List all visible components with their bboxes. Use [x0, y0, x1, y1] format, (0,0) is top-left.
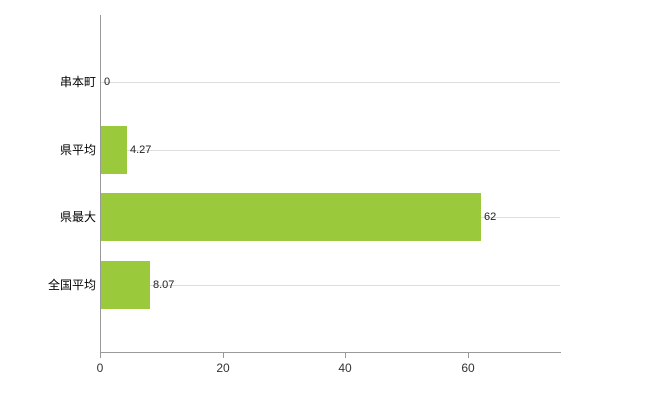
- bar: [101, 193, 481, 241]
- value-label: 8.07: [153, 279, 175, 291]
- value-label: 4.27: [130, 144, 152, 156]
- x-axis-tick-label: 20: [216, 361, 230, 375]
- category-label: 県最大: [59, 210, 96, 224]
- x-axis-tick: [223, 353, 224, 358]
- x-axis-tick-label: 40: [338, 361, 352, 375]
- category-gridline: [100, 150, 560, 151]
- bar: [101, 126, 127, 174]
- category-gridline: [100, 82, 560, 83]
- category-label: 全国平均: [47, 278, 96, 292]
- category-label: 串本町: [59, 75, 96, 89]
- value-label: 0: [104, 76, 111, 88]
- category-gridline: [100, 285, 560, 286]
- bar: [101, 261, 150, 309]
- value-label: 62: [484, 211, 497, 223]
- x-axis-tick-label: 60: [461, 361, 475, 375]
- x-axis-line: [100, 352, 561, 353]
- x-axis-tick: [468, 353, 469, 358]
- x-axis-tick: [345, 353, 346, 358]
- x-axis-tick: [100, 353, 101, 358]
- x-axis-tick-label: 0: [96, 361, 104, 375]
- y-axis-line: [100, 15, 101, 352]
- category-label: 県平均: [59, 143, 96, 157]
